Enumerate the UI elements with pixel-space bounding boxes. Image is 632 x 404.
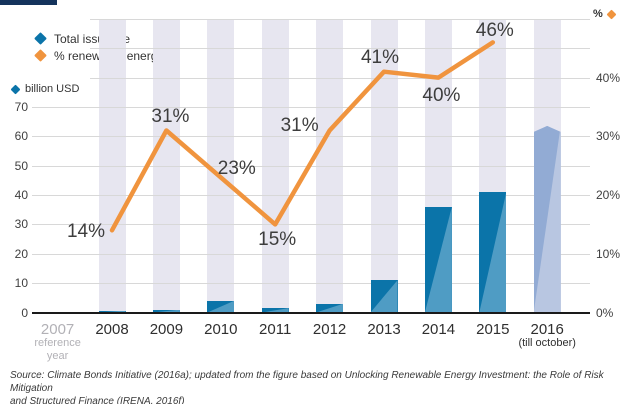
x-label-2016: 2016 bbox=[530, 321, 564, 338]
bar-2015 bbox=[479, 192, 507, 313]
source-line-2: and Structured Finance (IRENA, 2016f) bbox=[10, 396, 185, 404]
y-tick-30: 30 bbox=[14, 217, 28, 232]
figure-corner-accent bbox=[0, 0, 57, 5]
bar-2009 bbox=[152, 309, 180, 313]
x-label-2015: 2015 bbox=[476, 321, 510, 338]
point-label-2014: 40% bbox=[422, 84, 461, 106]
grid-line bbox=[32, 283, 590, 285]
bar-shading-wedge bbox=[316, 303, 344, 313]
bar-2011 bbox=[261, 308, 289, 313]
point-label-2015: 46% bbox=[475, 20, 514, 42]
point-label-2012: 31% bbox=[280, 115, 319, 137]
point-label-2010: 23% bbox=[217, 158, 256, 180]
pct-tick-30: 30% bbox=[596, 129, 621, 144]
x-label-2014: 2014 bbox=[421, 321, 456, 338]
x-label-2011: 2011 bbox=[259, 321, 292, 338]
y-tick-60: 60 bbox=[14, 129, 28, 144]
bar-shading-wedge bbox=[424, 206, 452, 313]
pct-tick-20: 20% bbox=[596, 188, 621, 203]
right-axis-unit-text: % bbox=[593, 8, 603, 20]
source-line-1: Source: Climate Bonds Initiative (2016a)… bbox=[10, 370, 604, 394]
x-label-2008: 2008 bbox=[95, 321, 129, 338]
x-label-2009: 2009 bbox=[149, 321, 184, 338]
grid-line bbox=[32, 224, 590, 226]
x-label-2012: 2012 bbox=[312, 321, 347, 338]
source-note: Source: Climate Bonds Initiative (2016a)… bbox=[10, 369, 628, 404]
bar-2013 bbox=[370, 280, 398, 313]
bar-shading-wedge bbox=[152, 309, 180, 313]
bar-2014 bbox=[424, 206, 452, 313]
y-tick-40: 40 bbox=[14, 188, 28, 203]
right-axis-unit: % bbox=[593, 8, 617, 20]
x-label-2013: 2013 bbox=[367, 321, 401, 338]
y-tick-20: 20 bbox=[14, 246, 28, 261]
y-tick-10: 10 bbox=[14, 276, 28, 291]
bar-shading-wedge bbox=[533, 125, 561, 313]
pct-tick-40: 40% bbox=[596, 70, 621, 85]
point-label-2008: 14% bbox=[66, 221, 106, 243]
left-axis-unit: billion USD bbox=[10, 83, 80, 95]
pct-tick-10: 10% bbox=[596, 246, 621, 261]
grid-line bbox=[32, 195, 590, 197]
bar-shading-wedge bbox=[370, 280, 398, 313]
point-label-2013: 41% bbox=[360, 46, 400, 68]
x-note-2007: year bbox=[46, 350, 69, 362]
grid-line bbox=[32, 106, 590, 108]
point-label-2009: 31% bbox=[151, 106, 190, 128]
x-note-2007: reference bbox=[34, 337, 81, 349]
y-tick-0: 0 bbox=[21, 305, 28, 320]
bar-shading-wedge bbox=[207, 300, 235, 313]
y-tick-70: 70 bbox=[14, 99, 28, 114]
bar-shading-wedge bbox=[479, 192, 507, 313]
bar-shading-wedge bbox=[261, 308, 289, 313]
left-axis-unit-text: billion USD bbox=[25, 83, 80, 95]
grid-line bbox=[90, 48, 590, 50]
grid-line bbox=[90, 18, 590, 20]
bar-2016 bbox=[533, 125, 561, 313]
x-note-2016: (till october) bbox=[518, 337, 576, 349]
y-tick-50: 50 bbox=[14, 158, 28, 173]
bar-2010 bbox=[207, 300, 235, 313]
point-label-2011: 15% bbox=[258, 229, 297, 251]
pct-tick-0: 0% bbox=[596, 305, 614, 320]
axis-baseline bbox=[32, 311, 590, 314]
x-label-2007: 2007 bbox=[40, 321, 75, 338]
bar-2012 bbox=[316, 303, 344, 313]
grid-line bbox=[32, 165, 590, 167]
grid-line bbox=[32, 253, 590, 255]
grid-line bbox=[90, 77, 590, 79]
x-label-2010: 2010 bbox=[204, 321, 238, 338]
